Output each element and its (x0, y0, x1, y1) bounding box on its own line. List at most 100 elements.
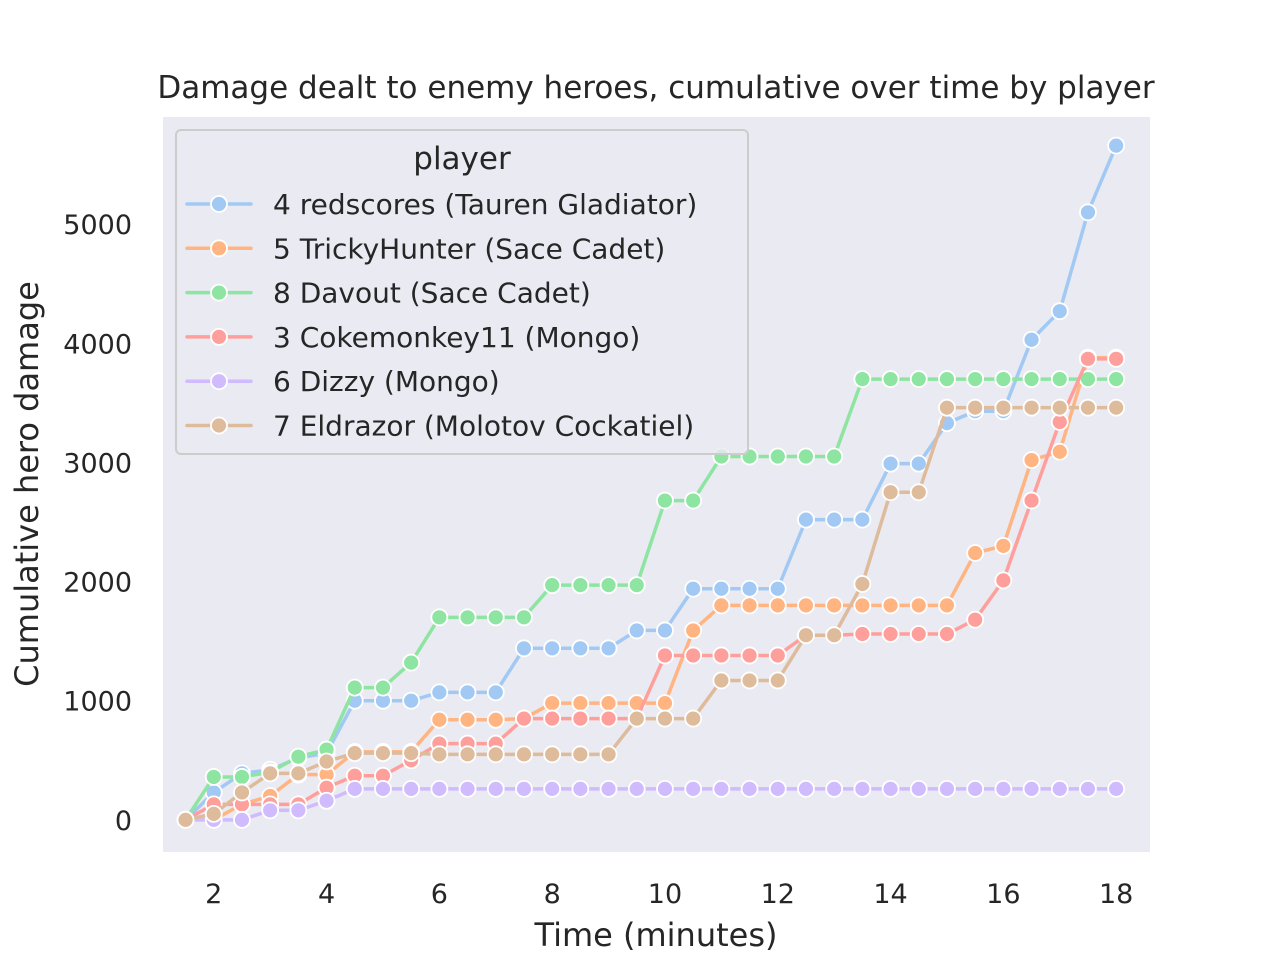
data-point (740, 579, 759, 598)
series-layer (176, 136, 1126, 829)
x-tick-label: 14 (873, 879, 907, 910)
legend-entry: 8 Davout (Sace Cadet) (185, 277, 591, 310)
data-point (204, 768, 223, 786)
data-point (627, 709, 646, 728)
y-axis-ticks: 0 1000 2000 3000 4000 5000 (63, 210, 132, 837)
data-point (853, 575, 872, 593)
y-tick-label: 2000 (63, 568, 132, 599)
data-point (938, 370, 956, 388)
data-point (515, 709, 533, 728)
data-point (430, 608, 449, 627)
x-tick-label: 6 (431, 879, 448, 910)
data-point (1022, 779, 1041, 798)
legend-entry: 6 Dizzy (Mongo) (185, 365, 500, 398)
data-point (402, 779, 421, 798)
data-point (374, 744, 392, 763)
data-point (966, 370, 985, 388)
data-point (345, 678, 364, 697)
data-point (909, 779, 928, 798)
data-point (374, 678, 392, 697)
data-point (656, 646, 674, 665)
data-point (204, 804, 223, 823)
data-point (627, 779, 646, 798)
data-point (1050, 302, 1069, 321)
data-point (599, 745, 618, 764)
data-point (515, 608, 533, 627)
data-point (740, 671, 759, 690)
data-point (797, 596, 815, 615)
data-point (486, 710, 505, 729)
data-point (571, 576, 590, 595)
data-point (486, 608, 505, 627)
data-point (543, 694, 562, 712)
data-point (261, 764, 280, 783)
data-point (853, 596, 872, 615)
data-point (458, 608, 477, 627)
data-point (1022, 398, 1041, 417)
data-point (938, 625, 956, 643)
data-point (402, 744, 421, 763)
data-point (994, 779, 1013, 798)
data-point (881, 370, 900, 388)
data-point (853, 625, 872, 643)
data-point (684, 646, 703, 665)
series-line (183, 787, 1118, 822)
data-point (768, 447, 787, 466)
data-point (740, 596, 759, 615)
data-point (825, 779, 844, 798)
data-point (402, 653, 421, 672)
data-point (712, 671, 731, 690)
data-point (656, 709, 674, 728)
data-point (656, 491, 674, 510)
data-point (684, 579, 703, 598)
data-point (515, 779, 533, 798)
data-point (712, 646, 731, 665)
data-point (233, 810, 251, 829)
data-point (797, 626, 815, 645)
x-axis-label: Time (minutes) (534, 916, 778, 954)
data-point (881, 454, 900, 473)
data-point (458, 745, 477, 764)
legend-label: 7 Eldrazor (Molotov Cockatiel) (273, 410, 694, 443)
legend-marker (210, 327, 228, 346)
data-point (627, 621, 646, 640)
legend-marker (210, 372, 228, 391)
y-tick-label: 3000 (63, 448, 132, 479)
data-point (909, 483, 928, 502)
legend-entries: 4 redscores (Tauren Gladiator) 5 TrickyHu… (185, 188, 697, 443)
data-point (486, 683, 505, 702)
data-point (317, 791, 336, 810)
data-point (656, 694, 674, 712)
data-point (486, 745, 505, 764)
data-point (797, 779, 815, 798)
legend-label: 8 Davout (Sace Cadet) (273, 277, 591, 310)
data-point (1022, 491, 1041, 510)
y-tick-label: 1000 (63, 687, 132, 718)
data-point (1107, 779, 1126, 798)
data-point (543, 639, 562, 658)
series-line (183, 377, 1118, 822)
data-point (458, 683, 477, 702)
data-point (571, 694, 590, 712)
data-point (1022, 370, 1041, 388)
data-point (768, 579, 787, 598)
data-point (571, 709, 590, 728)
data-point (938, 596, 956, 615)
data-point (656, 779, 674, 798)
data-point (966, 779, 985, 798)
data-point (430, 779, 449, 798)
data-point (261, 801, 280, 820)
data-point (627, 576, 646, 595)
data-point (909, 370, 928, 388)
data-point (825, 626, 844, 645)
data-point (233, 768, 251, 786)
data-point (1079, 203, 1097, 222)
legend-entry: 3 Cokemonkey11 (Mongo) (185, 321, 640, 354)
data-point (1050, 779, 1069, 798)
data-point (684, 621, 703, 640)
x-tick-label: 16 (986, 879, 1020, 910)
data-point (515, 745, 533, 764)
data-point (712, 779, 731, 798)
data-point (1079, 398, 1097, 417)
